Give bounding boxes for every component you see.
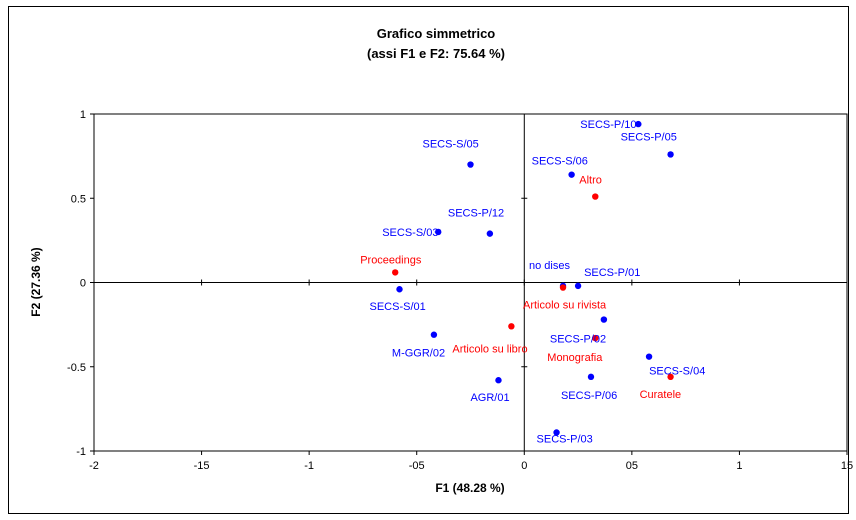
- point-label: Curatele: [640, 389, 682, 401]
- data-point: [396, 286, 403, 293]
- point-label: SECS-P/02: [550, 334, 606, 346]
- axes: [90, 113, 848, 455]
- point-label: SECS-S/06: [532, 156, 588, 168]
- data-points: [392, 120, 674, 436]
- chart-frame: [8, 6, 849, 514]
- data-point: [568, 171, 575, 178]
- data-point: [559, 284, 567, 291]
- point-label: SECS-S/03: [382, 227, 438, 239]
- point-label: AGR/01: [470, 392, 509, 404]
- point-label: Proceedings: [360, 254, 422, 266]
- data-point: [635, 120, 642, 128]
- point-label: no dises: [529, 260, 570, 272]
- y-tick-label: -0.5: [67, 362, 86, 374]
- chart-subtitle: (assi F1 e F2: 75.64 %): [367, 46, 505, 61]
- data-point: [587, 373, 595, 381]
- point-label: M-GGR/02: [392, 348, 445, 360]
- data-point: [392, 269, 399, 276]
- data-point: [592, 193, 599, 200]
- point-label: SECS-P/03: [537, 433, 593, 445]
- point-label: Monografia: [547, 352, 603, 364]
- x-tick-label: 0: [521, 460, 527, 472]
- data-point: [667, 373, 674, 381]
- point-label: Altro: [579, 175, 602, 187]
- y-axis-title: F2 (27.36 %): [29, 247, 43, 316]
- data-point: [553, 429, 560, 436]
- data-point: [508, 323, 515, 330]
- data-point: [592, 334, 599, 342]
- point-label: SECS-P/05: [621, 131, 677, 143]
- point-label: SECS-S/01: [370, 301, 426, 313]
- point-label: SECS-S/05: [423, 139, 479, 151]
- x-tick-label: -15: [194, 460, 210, 472]
- y-tick-label: -1: [76, 446, 86, 458]
- y-tick-label: 0: [80, 278, 86, 290]
- point-label: SECS-P/01: [584, 267, 640, 279]
- y-tick-label: 0.5: [71, 193, 86, 205]
- data-point: [495, 377, 502, 384]
- data-point: [435, 228, 442, 236]
- x-tick-label: -2: [89, 460, 99, 472]
- point-label: Articolo su rivista: [523, 300, 607, 312]
- point-label: Articolo su libro: [452, 343, 527, 355]
- chart-title: Grafico simmetrico: [377, 26, 496, 41]
- data-point: [645, 353, 653, 360]
- data-point: [467, 161, 474, 168]
- data-point: [667, 151, 674, 158]
- point-label: SECS-P/10: [580, 119, 636, 131]
- data-point: [600, 316, 608, 323]
- data-point: [486, 230, 494, 237]
- y-tick-label: 1: [80, 109, 86, 121]
- tick-labels: -2 -15 -1 -05 0 05 1 15 -1 -0.5 0 0.5 1: [67, 109, 853, 472]
- point-label: SECS-P/12: [448, 208, 504, 220]
- point-label: SECS-P/06: [561, 390, 617, 402]
- x-tick-label: -05: [409, 460, 425, 472]
- x-axis-title: F1 (48.28 %): [435, 481, 504, 495]
- x-tick-label: 05: [626, 460, 638, 472]
- data-point: [574, 282, 582, 290]
- point-label: SECS-S/04: [649, 366, 705, 378]
- x-tick-label: 15: [841, 460, 853, 472]
- x-tick-label: 1: [736, 460, 742, 472]
- x-tick-label: -1: [304, 460, 314, 472]
- data-point: [430, 331, 438, 338]
